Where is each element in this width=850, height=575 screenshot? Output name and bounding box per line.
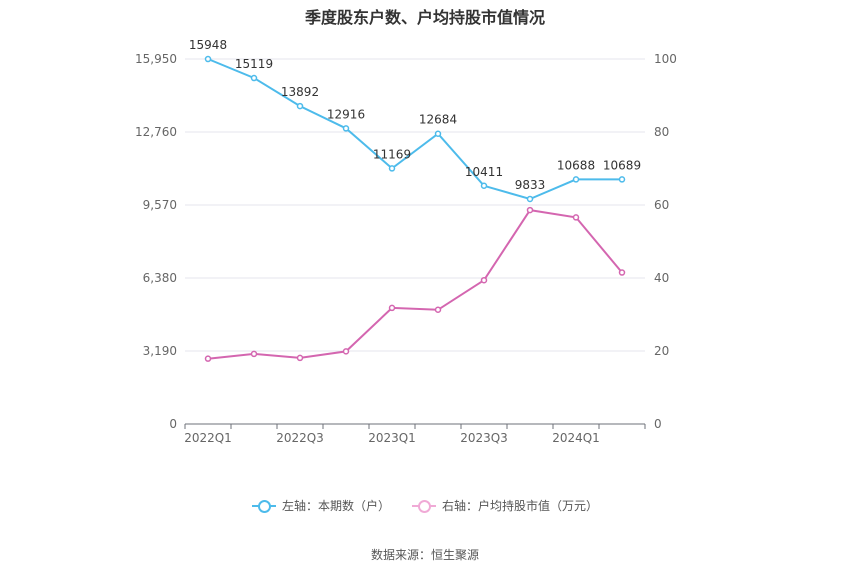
data-label: 12684	[419, 113, 457, 127]
series-point-0	[250, 74, 258, 82]
data-label: 13892	[281, 85, 319, 99]
series-point-1	[388, 304, 396, 312]
data-label: 10688	[557, 158, 595, 172]
x-axis-tick-label: 2024Q1	[552, 431, 600, 445]
series-point-0	[618, 176, 626, 183]
series-point-1	[204, 355, 212, 362]
data-source: 数据来源：恒生聚源	[370, 548, 479, 562]
series-point-0	[388, 165, 396, 172]
x-axis: 2022Q1 2022Q3 2023Q1 2023Q3 2024Q1	[184, 423, 646, 445]
left-axis-tick-label: 3,190	[143, 344, 177, 358]
x-axis-tick-label: 2023Q3	[460, 431, 508, 445]
right-axis-tick-label: 0	[654, 417, 662, 431]
data-label: 10689	[603, 158, 641, 172]
right-axis-tick-label: 80	[654, 125, 669, 139]
legend: 左轴：本期数（户） 右轴：户均持股市值（万元）	[0, 497, 850, 514]
series-point-0	[526, 195, 534, 203]
legend-swatch-avg-value	[412, 499, 436, 513]
data-label: 10411	[465, 165, 503, 179]
series-point-0	[204, 55, 212, 63]
series-point-0	[342, 125, 350, 132]
legend-swatch-households	[251, 499, 276, 513]
left-axis-tick-label: 6,380	[143, 271, 177, 285]
right-axis-tick-label: 60	[654, 198, 669, 212]
legend-label-households: 左轴：本期数（户）	[281, 499, 390, 513]
left-axis-tick-label: 9,570	[143, 198, 177, 212]
series-point-0	[434, 130, 442, 137]
series-point-1	[618, 269, 626, 276]
legend-item-avg-value[interactable]: 右轴：户均持股市值（万元）	[412, 497, 598, 514]
legend-item-households[interactable]: 左轴：本期数（户）	[251, 497, 390, 514]
right-axis-tick-label: 40	[654, 271, 669, 285]
chart-title: 季度股东户数、户均持股市值情况	[304, 8, 545, 27]
data-label: 15948	[189, 38, 227, 52]
left-axis-tick-label: 0	[169, 417, 177, 431]
series-line-1	[207, 209, 623, 360]
right-axis-tick-label: 20	[654, 344, 669, 358]
data-labels: 15948 15119 13892 12916 11169 12684 10411 9833 1…	[189, 38, 641, 192]
data-label: 15119	[235, 57, 273, 71]
x-axis-tick-label: 2023Q1	[368, 431, 416, 445]
legend-label-avg-value: 右轴：户均持股市值（万元）	[442, 499, 599, 513]
grid-lines	[185, 58, 645, 352]
data-label: 11169	[373, 147, 411, 161]
series-point-0	[296, 102, 304, 110]
series-point-1	[342, 348, 350, 355]
series-point-0	[572, 176, 580, 183]
series-point-1	[480, 276, 488, 284]
series-point-1	[250, 350, 258, 358]
left-axis-tick-label: 15,950	[135, 52, 177, 66]
data-label: 12916	[327, 107, 365, 121]
data-label: 9833	[515, 178, 546, 192]
series-points	[204, 55, 626, 362]
x-axis-tick-label: 2022Q1	[184, 431, 232, 445]
left-axis-tick-label: 12,760	[135, 125, 177, 139]
right-axis-tick-label: 100	[654, 52, 677, 66]
series-point-1	[526, 206, 534, 214]
right-axis-ticks: 0 20 40 60 80 100	[654, 52, 677, 431]
x-axis-tick-label: 2022Q3	[276, 431, 324, 445]
series-point-1	[296, 354, 304, 362]
left-axis-ticks: 0 3,190 6,380 9,570 12,760 15,950	[135, 52, 177, 431]
series-point-0	[480, 182, 488, 190]
series-line-0	[207, 58, 622, 201]
series-lines	[207, 58, 623, 360]
series-point-1	[434, 306, 442, 314]
series-point-1	[572, 214, 580, 221]
